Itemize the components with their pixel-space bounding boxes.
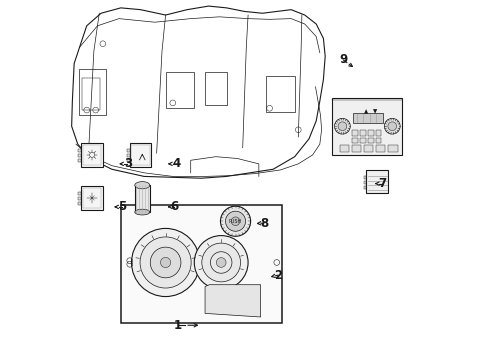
Text: 4: 4 (172, 157, 180, 170)
Bar (339, 145, 348, 152)
Circle shape (194, 235, 247, 289)
Circle shape (337, 122, 346, 131)
Bar (165, 72, 194, 108)
Bar (78, 197, 81, 200)
Polygon shape (204, 285, 260, 317)
Text: 8: 8 (260, 216, 268, 230)
Text: 7: 7 (378, 177, 386, 190)
Circle shape (384, 118, 399, 134)
Text: 9: 9 (338, 53, 346, 66)
Circle shape (131, 228, 199, 297)
Bar (82, 145, 101, 165)
Bar (363, 145, 372, 152)
Bar (351, 138, 357, 143)
Circle shape (231, 217, 239, 226)
Bar (81, 143, 102, 167)
Bar (367, 130, 373, 135)
Circle shape (387, 122, 396, 131)
Circle shape (140, 237, 191, 288)
Bar (351, 130, 357, 135)
Bar (82, 78, 100, 110)
Text: ▲: ▲ (364, 109, 368, 114)
Bar (359, 130, 365, 135)
Bar (121, 205, 282, 323)
Bar (359, 138, 365, 143)
Text: PUSH: PUSH (228, 219, 242, 224)
Bar (367, 138, 373, 143)
Bar (375, 145, 385, 152)
Ellipse shape (135, 209, 149, 215)
Bar (363, 176, 366, 179)
Ellipse shape (135, 181, 149, 189)
Bar (366, 170, 387, 193)
Bar (78, 159, 81, 162)
Bar (129, 143, 151, 167)
Bar (78, 149, 81, 152)
Bar (126, 154, 129, 157)
Bar (204, 72, 226, 105)
Text: 1: 1 (174, 319, 182, 332)
Text: 3: 3 (123, 157, 132, 170)
Circle shape (202, 243, 240, 282)
Bar (135, 185, 149, 212)
Bar (363, 186, 366, 189)
Circle shape (216, 258, 225, 267)
Circle shape (225, 211, 245, 231)
Circle shape (150, 247, 181, 278)
Bar (78, 154, 81, 157)
Bar (131, 145, 149, 165)
Bar (126, 149, 129, 152)
Bar (387, 145, 397, 152)
Bar (352, 113, 382, 123)
Circle shape (220, 206, 250, 236)
Bar (375, 138, 381, 143)
Bar (265, 76, 294, 112)
Text: ▼: ▼ (372, 109, 377, 114)
Text: 2: 2 (274, 269, 282, 282)
Text: 5: 5 (118, 201, 126, 213)
Text: 6: 6 (170, 201, 178, 213)
Bar (332, 98, 402, 155)
Bar (81, 186, 102, 210)
Bar (375, 130, 381, 135)
Bar (78, 192, 81, 195)
Bar (78, 202, 81, 205)
Bar (79, 69, 105, 116)
Bar (82, 188, 101, 208)
Bar (126, 159, 129, 162)
Bar (351, 145, 360, 152)
Circle shape (334, 118, 349, 134)
Bar (363, 181, 366, 184)
Circle shape (160, 257, 170, 267)
